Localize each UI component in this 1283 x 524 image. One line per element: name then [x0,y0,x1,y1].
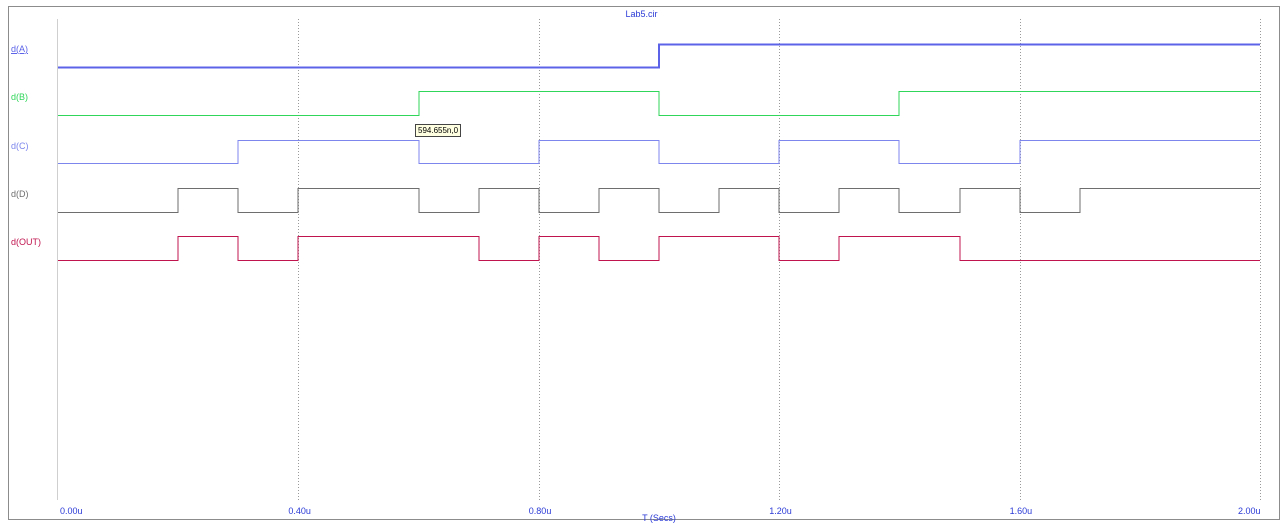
trace-label[interactable]: d(A) [11,44,29,54]
trace-label[interactable]: d(C) [11,141,29,151]
cursor-tooltip: 594.655n,0 [415,124,462,137]
trace-da[interactable] [58,43,1260,69]
trace-label[interactable]: d(B) [11,92,29,102]
x-tick-label: 0.80u [528,506,552,516]
x-tick-label: 1.60u [1009,506,1033,516]
x-tick-label: 0.00u [60,506,83,516]
trace-db[interactable] [58,90,1260,117]
trace-label[interactable]: d(OUT) [11,237,41,247]
trace-label[interactable]: d(D) [11,189,29,199]
x-tick-label: 1.20u [769,506,792,516]
trace-dout[interactable] [58,235,1260,262]
x-tick-label: 0.40u [288,506,311,516]
trace-dd[interactable] [58,188,1260,213]
trace-dc[interactable] [58,140,1260,164]
chart-title: Lab5.cir [625,9,658,19]
x-axis-title: T (Secs) [642,513,676,523]
x-tick-label: 2.00u [1238,506,1261,516]
